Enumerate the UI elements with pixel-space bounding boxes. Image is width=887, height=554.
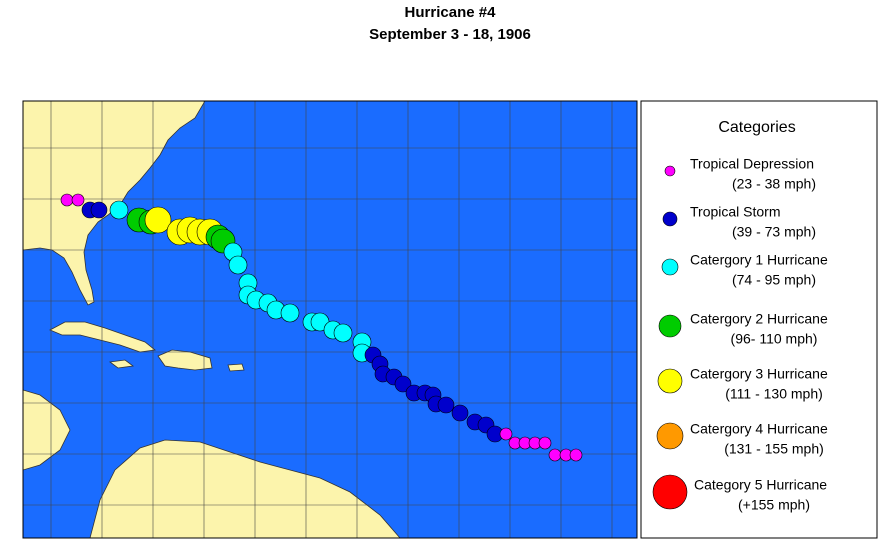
legend-range: (74 - 95 mph) (732, 272, 816, 288)
track-point (437, 396, 455, 414)
track-point (538, 436, 552, 450)
legend-range: (23 - 38 mph) (732, 176, 816, 192)
legend-name: Catergory 4 Hurricane (690, 421, 828, 437)
track-point (60, 193, 74, 207)
cuba (49, 321, 156, 353)
legend-name: Catergory 2 Hurricane (690, 311, 828, 327)
legend-title: Categories (718, 119, 795, 136)
legend-marker (652, 474, 688, 510)
track-point (144, 206, 172, 234)
track-point (109, 200, 129, 220)
legend-name: Catergory 3 Hurricane (690, 366, 828, 382)
legend-name: Catergory 1 Hurricane (690, 252, 828, 268)
legend-marker (656, 422, 684, 450)
map (22, 100, 638, 539)
legend-marker (658, 314, 682, 338)
track-point (90, 201, 108, 219)
hispaniola (157, 349, 213, 371)
legend-range: (96- 110 mph) (731, 331, 818, 347)
track-point (71, 193, 85, 207)
legend-name: Category 5 Hurricane (694, 477, 827, 493)
track-point (333, 323, 353, 343)
subtitle: September 3 - 18, 1906 (369, 26, 531, 43)
title: Hurricane #4 (405, 4, 497, 21)
map-border (22, 100, 638, 539)
legend-name: Tropical Storm (690, 204, 781, 220)
track-point (228, 255, 248, 275)
track-point (499, 427, 513, 441)
puerto-rico (227, 363, 245, 372)
legend-marker (661, 258, 679, 276)
jamaica (108, 359, 135, 369)
legend: Tropical Depression (23 - 38 mph) Tropical… (652, 156, 828, 513)
legend-range: (+155 mph) (738, 497, 810, 513)
legend-box (640, 100, 878, 539)
legend-range: (131 - 155 mph) (724, 441, 824, 457)
graticule (23, 101, 637, 538)
legend-name: Tropical Depression (690, 156, 814, 172)
track-point (569, 448, 583, 462)
legend-range: (39 - 73 mph) (732, 224, 816, 240)
track-point (451, 404, 469, 422)
south-america (89, 439, 401, 538)
legend-marker (664, 165, 676, 177)
track-point (394, 375, 412, 393)
central-america (23, 389, 71, 471)
legend-marker (662, 211, 678, 227)
hurricane-track (60, 193, 583, 462)
track-point (548, 448, 562, 462)
legend-marker (657, 368, 683, 394)
track-point (280, 303, 300, 323)
legend-range: (111 - 130 mph) (725, 386, 823, 402)
